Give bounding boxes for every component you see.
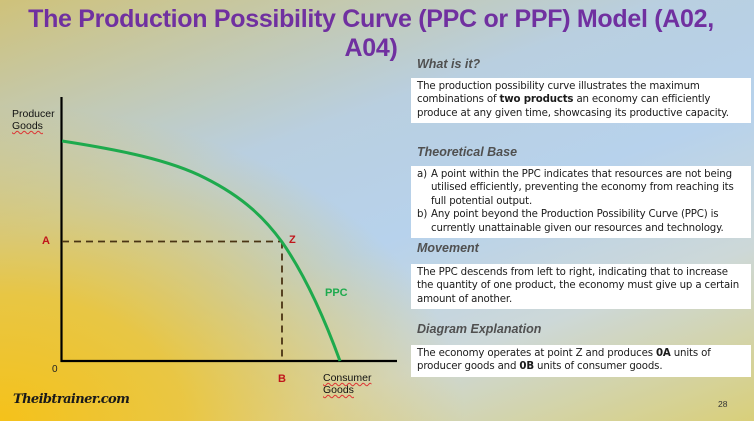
movement-heading: Movement [417,241,479,255]
explanation-bold-0a: 0A [655,348,671,359]
theory-item-a-marker: a) [417,169,427,180]
theory-item-b-text: Any point beyond the Production Possibil… [431,209,724,234]
diagram-explanation-box: The economy operates at point Z and prod… [411,345,751,377]
movement-text: The PPC descends from left to right, ind… [417,267,740,305]
theoretical-base-heading: Theoretical Base [417,145,518,159]
explanation-text-2: units of producer goods and [417,348,711,373]
what-is-it-heading: What is it? [417,57,481,71]
theoretical-base-box: a) A point within the PPC indicates that… [411,166,751,239]
point-z-label: Z [289,234,296,246]
origin-label: 0 [52,364,58,375]
y-axis-label-line1: Producer [12,108,55,120]
explanation-text-3: units of consumer goods. [533,361,663,373]
movement-box: The PPC descends from left to right, ind… [411,264,751,310]
what-is-it-box: The production possibility curve illustr… [411,78,751,124]
what-is-it-bold: two products [499,94,574,106]
point-a-label: A [42,235,50,247]
ppc-diagram: Producer Goods Consumer Goods 0 A Z B PP… [12,97,397,396]
explanation-bold-0b: 0B [519,361,534,373]
x-axis-label-line1: Consumer [323,372,372,384]
page-number: 28 [718,399,728,409]
theory-item-a: a) A point within the PPC indicates that… [417,168,746,208]
slide-title: The Production Possibility Curve (PPC or… [28,5,714,62]
what-is-it-text-1: The production possibility curve illustr… [417,81,700,106]
theory-item-b: b) Any point beyond the Production Possi… [417,208,746,235]
theory-item-b-marker: b) [417,209,428,221]
diagram-explanation-heading: Diagram Explanation [417,322,542,336]
x-axis-label: Consumer Goods [323,372,371,396]
y-axis-label: Producer Goods [12,108,55,132]
ppc-curve [61,139,342,362]
x-axis-label-line2: Goods [323,384,354,396]
explanation-text-1: The economy operates at point Z and prod… [417,348,656,359]
brand-logo: Theibtrainer.com [13,392,130,407]
ppc-curve-label: PPC [325,287,348,299]
theory-item-a-text: A point within the PPC indicates that re… [431,169,734,207]
y-axis-label-line2: Goods [12,120,43,132]
point-b-label: B [278,373,286,385]
what-is-it-text-2: an economy can efficiently produce at an… [417,94,729,119]
ppc-graph [60,97,397,363]
